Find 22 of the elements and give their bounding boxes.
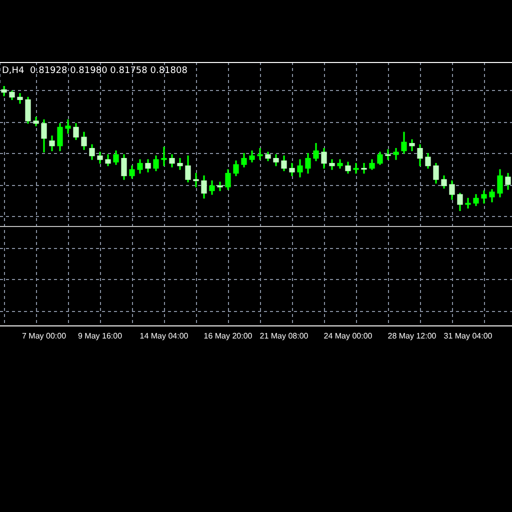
x-tick-label: 16 May 20:00: [204, 331, 253, 340]
candlestick: [361, 162, 367, 174]
x-tick-label: 31 May 04:00: [444, 331, 493, 340]
candlestick: [257, 148, 263, 160]
candlestick: [17, 93, 23, 104]
candlestick: [393, 148, 399, 160]
x-tick-label: 21 May 08:00: [260, 331, 309, 340]
candlestick: [465, 198, 471, 209]
x-tick-label: 7 May 00:00: [22, 331, 67, 340]
text: D,H4 0.81928 0.81980 0.81758 0.81808: [2, 66, 188, 76]
x-tick-label: 14 May 04:00: [140, 331, 189, 340]
candlestick: [177, 158, 183, 170]
x-tick-label: 9 May 16:00: [78, 331, 123, 340]
x-tick-label: 28 May 12:00: [388, 331, 437, 340]
candlestick: [161, 146, 167, 166]
candlestick: [353, 162, 359, 174]
candlestick: [193, 172, 199, 188]
candlestick: [217, 182, 223, 192]
candlestick: [65, 119, 71, 134]
candlestick: [385, 149, 391, 160]
x-tick-label: 24 May 00:00: [324, 331, 373, 340]
candlestick: [329, 159, 335, 170]
